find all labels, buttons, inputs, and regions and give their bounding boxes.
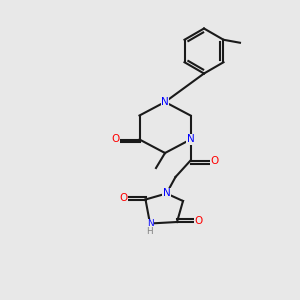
Text: N: N	[163, 188, 170, 199]
Text: N: N	[147, 219, 153, 228]
Text: O: O	[195, 215, 203, 226]
Text: O: O	[210, 155, 219, 166]
Text: N: N	[161, 97, 169, 107]
Text: H: H	[146, 227, 153, 236]
Text: N: N	[187, 134, 194, 145]
Text: O: O	[111, 134, 120, 145]
Text: O: O	[119, 193, 128, 203]
